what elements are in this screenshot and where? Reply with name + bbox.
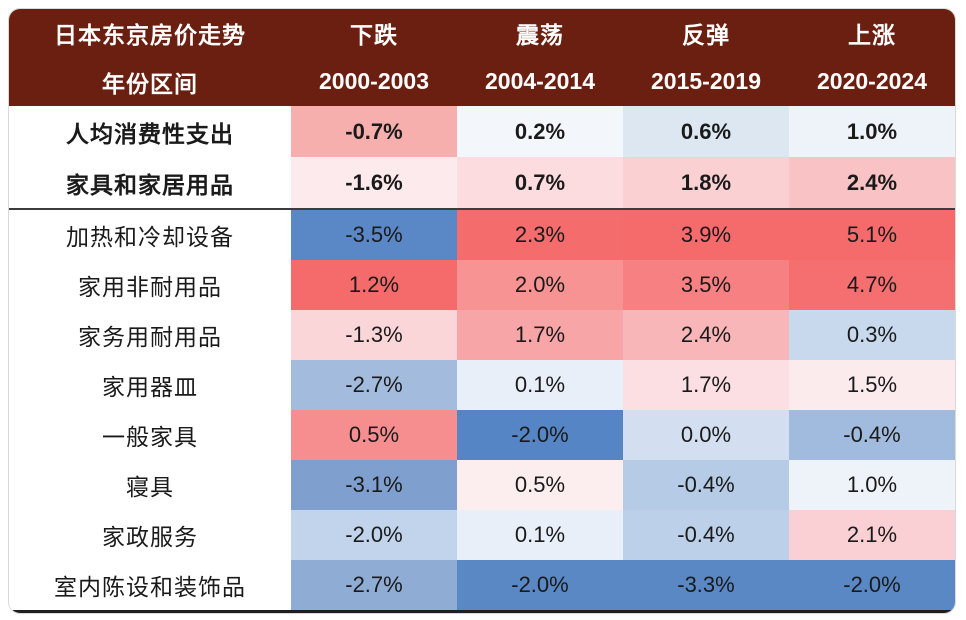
value-cell: 2.0% [457,260,623,310]
row-label: 加热和冷却设备 [9,210,291,260]
table-row: 寝具 -3.1% 0.5% -0.4% 1.0% [9,460,955,510]
value-cell: -3.3% [623,560,789,610]
value-cell: 2.3% [457,210,623,260]
table-row: 加热和冷却设备 -3.5% 2.3% 3.9% 5.1% [9,210,955,260]
table-bottom-rule [9,610,955,613]
value-cell: 1.8% [623,157,789,208]
table-header: 日本东京房价走势 下跌 震荡 反弹 上涨 年份区间 2000-2003 2004… [9,9,955,106]
row-label: 寝具 [9,460,291,510]
table-row: 家用器皿 -2.7% 0.1% 1.7% 1.5% [9,360,955,410]
row-label: 人均消费性支出 [9,106,291,157]
value-cell: 0.0% [623,410,789,460]
tokyo-price-trend-heatmap: 日本东京房价走势 下跌 震荡 反弹 上涨 年份区间 2000-2003 2004… [8,8,956,614]
table-row: 人均消费性支出 -0.7% 0.2% 0.6% 1.0% [9,106,955,157]
value-cell: 1.7% [457,310,623,360]
header-years-4: 2020-2024 [817,68,927,95]
value-cell: 3.5% [623,260,789,310]
value-cell: -0.4% [789,410,955,460]
value-cell: 1.0% [789,106,955,157]
header-trend-down: 下跌 [350,22,398,49]
table-title: 日本东京房价走势 [54,22,246,49]
section-divider [9,208,955,210]
value-cell: 0.7% [457,157,623,208]
value-cell: 0.1% [457,510,623,560]
value-cell: 1.2% [291,260,457,310]
row-label: 家用器皿 [9,360,291,410]
value-cell: -2.0% [789,560,955,610]
value-cell: 0.2% [457,106,623,157]
row-label: 家具和家居用品 [9,157,291,208]
row-label: 室内陈设和装饰品 [9,560,291,610]
header-trend-row: 日本东京房价走势 下跌 震荡 反弹 上涨 [9,9,955,58]
value-cell: 2.4% [789,157,955,208]
value-cell: 0.5% [291,410,457,460]
header-years-row: 年份区间 2000-2003 2004-2014 2015-2019 2020-… [9,58,955,107]
value-cell: -1.6% [291,157,457,208]
value-cell: 2.1% [789,510,955,560]
row-label: 家用非耐用品 [9,260,291,310]
year-range-header: 年份区间 [102,70,198,97]
value-cell: -2.7% [291,560,457,610]
value-cell: -0.4% [623,510,789,560]
value-cell: -0.7% [291,106,457,157]
value-cell: -2.0% [457,410,623,460]
value-cell: -2.7% [291,360,457,410]
table-row: 一般家具 0.5% -2.0% 0.0% -0.4% [9,410,955,460]
value-cell: 1.7% [623,360,789,410]
table-row: 家政服务 -2.0% 0.1% -0.4% 2.1% [9,510,955,560]
header-years-2: 2004-2014 [485,68,595,95]
value-cell: -3.5% [291,210,457,260]
value-cell: 0.6% [623,106,789,157]
value-cell: 2.4% [623,310,789,360]
value-cell: -3.1% [291,460,457,510]
table-row: 室内陈设和装饰品 -2.7% -2.0% -3.3% -2.0% [9,560,955,610]
table-row: 家务用耐用品 -1.3% 1.7% 2.4% 0.3% [9,310,955,360]
table-row: 家具和家居用品 -1.6% 0.7% 1.8% 2.4% [9,157,955,208]
header-years-1: 2000-2003 [319,68,429,95]
value-cell: 0.3% [789,310,955,360]
value-cell: -2.0% [457,560,623,610]
header-trend-oscillate: 震荡 [516,22,564,49]
row-label: 家政服务 [9,510,291,560]
header-years-3: 2015-2019 [651,68,761,95]
header-trend-up: 上涨 [848,22,896,49]
value-cell: -0.4% [623,460,789,510]
value-cell: 1.5% [789,360,955,410]
row-label: 一般家具 [9,410,291,460]
table-row: 家用非耐用品 1.2% 2.0% 3.5% 4.7% [9,260,955,310]
row-label: 家务用耐用品 [9,310,291,360]
value-cell: 0.1% [457,360,623,410]
value-cell: 5.1% [789,210,955,260]
value-cell: -1.3% [291,310,457,360]
value-cell: 1.0% [789,460,955,510]
header-trend-rebound: 反弹 [682,22,730,49]
value-cell: 3.9% [623,210,789,260]
value-cell: 0.5% [457,460,623,510]
value-cell: -2.0% [291,510,457,560]
value-cell: 4.7% [789,260,955,310]
